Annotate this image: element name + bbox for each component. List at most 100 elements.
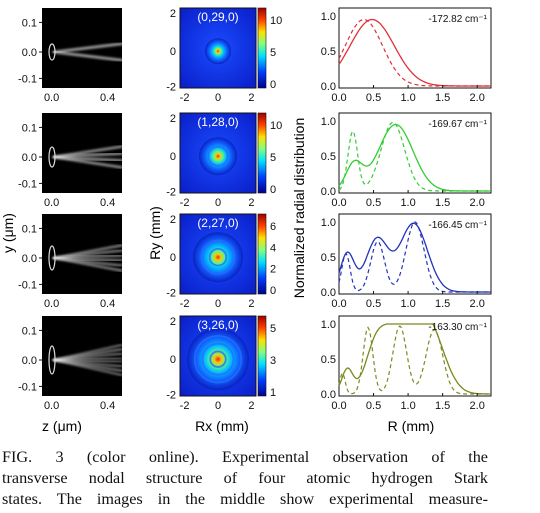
y-tick-label: 1.0 <box>321 116 336 128</box>
colorbar-tick-label: 5 <box>270 323 276 335</box>
radial-panel: -166.45 cm⁻¹ 1.0 0.5 0.00.0 0.5 1.0 1.5 2.0 <box>321 213 492 310</box>
x-tick-label: 2 <box>248 92 254 104</box>
x-tick-label: 2.0 <box>470 92 485 104</box>
detector-frame <box>179 7 257 89</box>
flow-map-beam <box>53 156 123 169</box>
detector-frame <box>179 112 257 194</box>
y-tick-label: -2 <box>166 287 176 299</box>
flow-map-panel: 0.1 0.0 -0.1 0.0 0.4 <box>18 316 123 412</box>
nodal-ring <box>209 350 227 368</box>
flow-map-beam <box>53 249 123 259</box>
colorbar <box>257 7 267 89</box>
colorbar-tick-label: 5 <box>270 152 276 164</box>
x-tick-label: 2.0 <box>470 298 485 310</box>
flow-map-beam <box>53 254 123 259</box>
x-tick-label: 1.0 <box>400 197 415 209</box>
y-tick-label: 0 <box>170 354 176 366</box>
x-tick-label: 0.0 <box>331 197 346 209</box>
y-tick-label: 0.0 <box>321 389 336 401</box>
x-tick-label: 0.4 <box>100 197 115 209</box>
radial-panel: -163.30 cm⁻¹ 1.0 0.5 0.00.0 0.5 1.0 1.5 2.0 <box>321 315 492 412</box>
flow-map-panel: 0.1 0.0 -0.1 0.0 0.4 <box>18 8 124 104</box>
colorbar-tick-label: 10 <box>270 120 282 132</box>
x-tick-label: 0 <box>215 92 221 104</box>
flow-map-beam <box>53 352 123 361</box>
radial-x-label: R (mm) <box>388 418 435 434</box>
y-tick-label: 2 <box>170 113 176 125</box>
x-tick-label: 0.4 <box>100 298 115 310</box>
colorbar-tick-label: 10 <box>270 15 282 27</box>
measured-curve <box>338 323 491 395</box>
caption-line: transverse nodal structure of four atomi… <box>2 469 488 487</box>
colorbar-tick-label: 3 <box>270 355 276 367</box>
state-label: (3,26,0) <box>197 318 238 332</box>
y-tick-label: 2 <box>170 316 176 328</box>
y-tick-label: 0.1 <box>22 17 37 29</box>
x-tick-label: -2 <box>180 400 190 412</box>
colorbar-tick-label: 2 <box>270 264 276 276</box>
nodal-ring <box>200 239 236 275</box>
x-tick-label: 0.0 <box>331 298 346 310</box>
figure-row: 0.1 0.0 -0.1 0.0 0.4 (0,29,0) 2 0 -2 -2 0 2 10 5 0 -172… <box>18 7 492 104</box>
flow-map-origin <box>48 245 56 271</box>
x-tick-label: 1.5 <box>435 92 450 104</box>
z-axis-label: z (μm) <box>42 418 82 434</box>
flow-map-origin <box>48 146 56 168</box>
figure-row: 0.1 0.0 -0.1 0.0 0.4 (3,26,0) 2 0 -2 -2 0 2 5 3 1 -163.… <box>18 315 492 412</box>
y-tick-label: 0.0 <box>321 186 336 198</box>
y-tick-label: 0 <box>170 151 176 163</box>
x-tick-label: 0.5 <box>366 298 381 310</box>
x-tick-label: -2 <box>180 298 190 310</box>
flow-map-beam <box>53 257 123 267</box>
y-tick-label: -2 <box>166 389 176 401</box>
detector-panel: (0,29,0) 2 0 -2 -2 0 2 10 5 0 <box>166 7 282 104</box>
flow-map-beam <box>53 348 123 361</box>
calculated-curve <box>338 325 491 395</box>
detector-panel: (1,28,0) 2 0 -2 -2 0 2 10 5 0 <box>166 112 282 209</box>
x-tick-label: 0.0 <box>44 92 59 104</box>
y-tick-label: 0.0 <box>22 355 37 367</box>
energy-label: -163.30 cm⁻¹ <box>428 322 487 333</box>
flow-map-beam <box>52 42 124 54</box>
y-tick-label: 0.5 <box>321 46 336 58</box>
flow-map-beam <box>53 359 123 372</box>
x-tick-label: 1.0 <box>400 400 415 412</box>
colorbar <box>257 213 267 295</box>
x-tick-label: 0.0 <box>44 400 59 412</box>
radial-plot-frame <box>338 7 492 89</box>
y-tick-label: 0.0 <box>22 152 37 164</box>
measured-curve <box>338 123 491 192</box>
x-tick-label: 0.0 <box>331 400 346 412</box>
detector-panel: (2,27,0) 2 0 -2 -2 0 2 6 4 2 0 <box>166 213 276 310</box>
flow-map-panel: 0.1 0.0 -0.1 0.0 0.4 <box>18 113 123 209</box>
radial-y-label: Normalized radial distribution <box>291 118 307 299</box>
x-tick-label: 0 <box>215 197 221 209</box>
x-tick-label: 0.0 <box>44 298 59 310</box>
flow-map-beam <box>53 344 123 361</box>
x-tick-label: 1.0 <box>400 298 415 310</box>
y-tick-label: 0.5 <box>321 151 336 163</box>
detector-spot <box>205 38 231 65</box>
rx-axis-label: Rx (mm) <box>195 418 249 434</box>
detector-frame <box>179 213 257 295</box>
y-tick-label: 0.5 <box>321 354 336 366</box>
y-tick-label: 0.1 <box>22 223 37 235</box>
flow-map-beam <box>53 359 123 363</box>
flow-map-beam <box>53 257 123 272</box>
flow-map-beam <box>53 156 123 162</box>
radial-panel: -172.82 cm⁻¹ 1.0 0.5 0.00.0 0.5 1.0 1.5 2.0 <box>321 7 492 104</box>
y-tick-label: 0.5 <box>321 252 336 264</box>
y-tick-label: -0.1 <box>18 178 37 190</box>
detector-spot <box>187 328 249 391</box>
y-tick-label: 0.0 <box>22 253 37 265</box>
y-tick-label: 0 <box>170 46 176 58</box>
caption-line: FIG. 3 (color online). Experimental obse… <box>2 448 488 466</box>
detector-spot <box>193 232 243 283</box>
x-tick-label: 0 <box>215 298 221 310</box>
y-axis-label: y (μm) <box>0 213 16 253</box>
y-tick-label: 1.0 <box>321 217 336 229</box>
x-tick-label: 0 <box>215 400 221 412</box>
x-tick-label: 2.0 <box>470 197 485 209</box>
ry-axis-label: Ry (mm) <box>147 206 163 260</box>
state-label: (2,27,0) <box>197 216 238 230</box>
